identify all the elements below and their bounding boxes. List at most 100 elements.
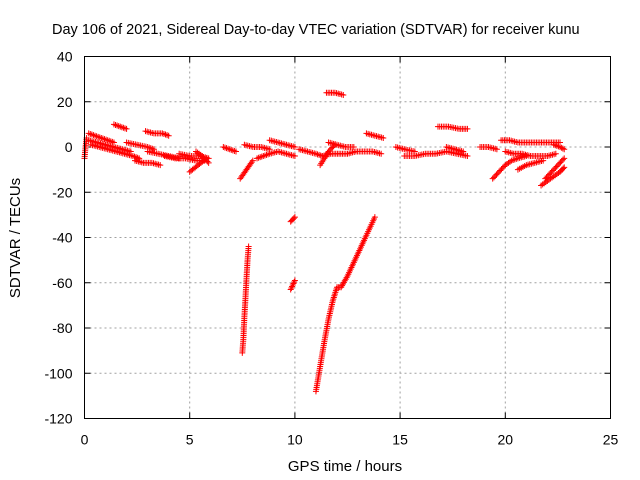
data-point [291,214,298,221]
series-arc-14 [220,144,239,155]
data-point [245,243,252,250]
data-point [162,131,169,138]
data-point [490,174,497,181]
series-arc-27 [312,214,378,395]
x-tick-label: 25 [603,432,619,448]
series-arc-13 [193,148,212,166]
series-arc-21 [287,277,298,293]
series-arc-31 [434,123,471,132]
y-axis-title: SDTVAR / TECUs [7,178,24,298]
data-point [464,153,471,160]
data-point [371,214,378,221]
data-point [493,146,500,153]
data-point [540,157,547,164]
data-point [543,174,550,181]
chart-title: Day 106 of 2021, Sidereal Day-to-day VTE… [52,22,580,38]
series-arc-32 [443,144,467,155]
data-point [136,155,143,162]
series-arc-24 [319,148,385,160]
data-point [494,170,501,177]
data-point [232,148,239,155]
series-arc-22 [296,146,326,160]
data-point [552,164,559,171]
series-arc-8 [142,128,172,139]
series-arc-18 [254,148,298,162]
data-point [203,157,210,164]
series-arc-19 [266,137,298,150]
data-point [547,170,554,177]
data-point [489,175,496,182]
series-arc-20 [287,214,298,225]
data-point [552,150,559,157]
y-tick-label: -20 [52,184,72,200]
data-point [548,168,555,175]
series-arc-38 [538,164,568,189]
data-point [492,172,499,179]
series-arc-33 [477,144,500,153]
data-point [201,155,208,162]
data-point [542,175,549,182]
series-arc-16 [241,141,273,153]
y-tick-label: -60 [52,275,72,291]
y-tick-label: -120 [44,411,72,427]
series-arc-15 [237,157,256,182]
x-tick-label: 5 [186,432,194,448]
series-arc-28 [363,130,387,141]
grid [84,56,611,419]
data-point [460,148,467,155]
data-point [123,125,130,132]
data-point [546,171,553,178]
data-point [199,153,206,160]
data-point [205,159,212,166]
y-tick-label: -80 [52,320,72,336]
plot-frame [84,56,611,419]
series-arc-37 [514,157,547,173]
data-point [498,166,505,173]
x-axis-title: GPS time / hours [288,458,402,475]
data-point [204,158,211,165]
data-point [549,167,556,174]
data-point [561,155,568,162]
data-points [81,89,568,395]
y-tick-label: 40 [57,49,73,65]
data-point [556,160,563,167]
data-point [291,153,298,160]
data-point [557,159,564,166]
data-point [561,164,568,171]
series-arc-17 [239,243,252,356]
data-point [316,151,323,158]
data-point [499,164,506,171]
data-point [464,125,471,132]
data-point [291,277,298,284]
data-point [157,162,164,169]
data-point [350,144,357,150]
data-point [554,162,561,169]
series-arc-39 [542,155,568,182]
series-arc-4 [87,141,143,162]
data-point [497,167,504,174]
data-point [551,166,558,173]
data-point [493,171,500,178]
series-arc-29 [392,144,418,155]
data-point [560,165,567,172]
series-arc-26 [323,89,347,98]
x-tick-label: 10 [287,432,303,448]
data-point [561,146,568,153]
data-point [326,147,333,154]
data-point [165,132,172,139]
axis-ticks: 0 5 10 15 20 25 -120 -100 -80 -60 -40 -20 0 20 40 [44,49,618,448]
data-point [291,144,298,150]
data-point [200,154,207,161]
series-arc-34 [489,153,530,182]
x-tick-label: 0 [81,432,89,448]
data-point [553,163,560,170]
data-point [380,134,387,141]
series-arc-25 [325,139,357,150]
x-tick-label: 15 [392,432,408,448]
y-tick-label: -40 [52,230,72,246]
series-arc-40 [550,141,568,153]
x-tick-label: 20 [498,432,514,448]
data-point [249,157,256,164]
data-point [544,172,551,179]
